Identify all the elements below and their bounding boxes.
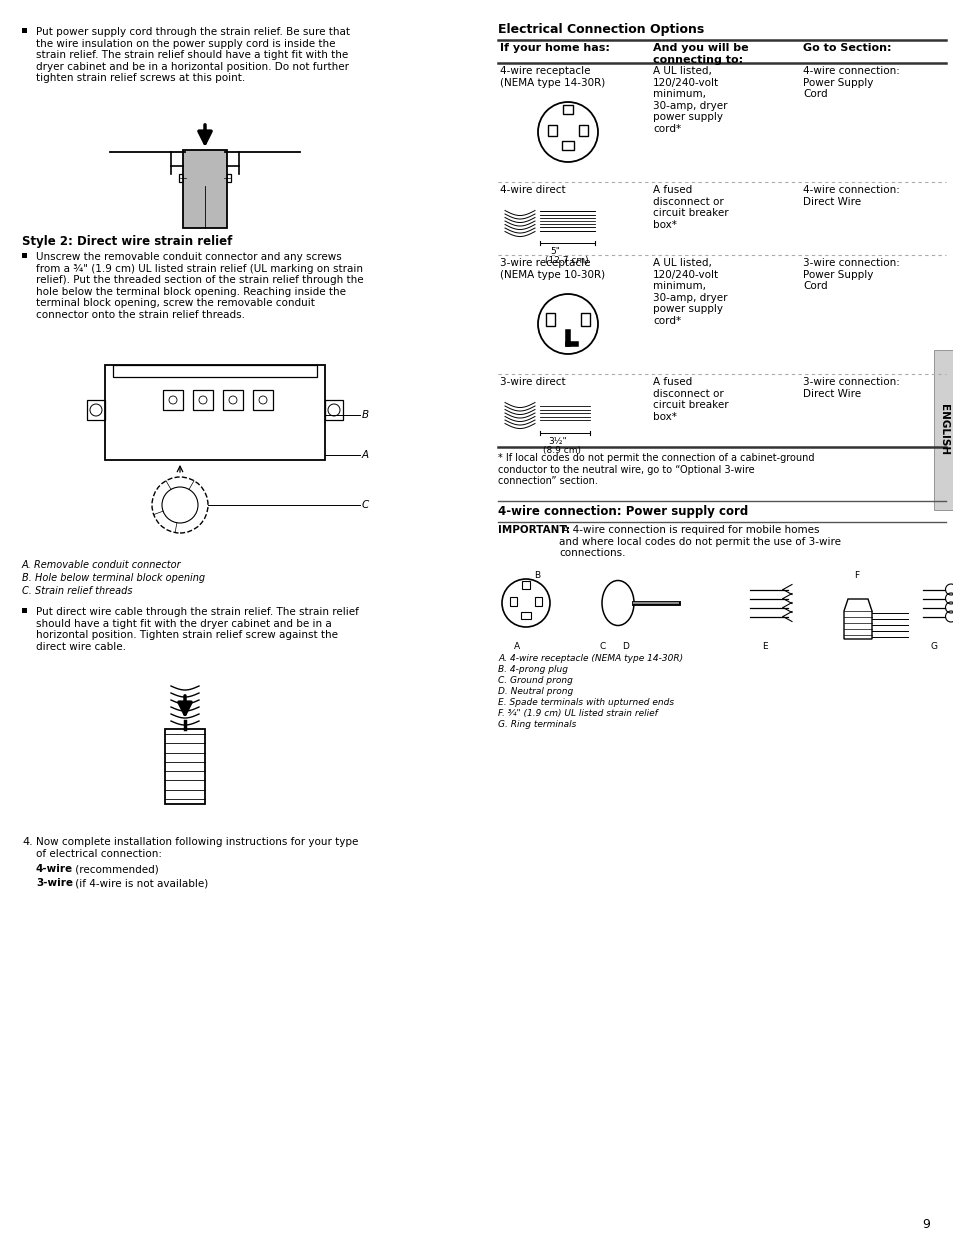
Text: C. Ground prong: C. Ground prong [497, 676, 572, 685]
Bar [22, 28, 27, 33]
Bar [163, 390, 183, 410]
Text: A: A [514, 642, 519, 651]
Text: A fused
disconnect or
circuit breaker
box*: A fused disconnect or circuit breaker bo… [652, 377, 728, 422]
Text: Style 2: Direct wire strain relief: Style 2: Direct wire strain relief [22, 235, 233, 248]
Text: (8.9 cm): (8.9 cm) [542, 446, 580, 454]
Bar [510, 597, 517, 606]
Text: C: C [599, 642, 605, 651]
Text: 5": 5" [550, 247, 559, 256]
Text: A. 4-wire receptacle (NEMA type 14-30R): A. 4-wire receptacle (NEMA type 14-30R) [497, 655, 682, 663]
Bar [545, 312, 555, 326]
Text: Unscrew the removable conduit connector and any screws
from a ¾" (1.9 cm) UL lis: Unscrew the removable conduit connector … [36, 252, 363, 320]
Text: ENGLISH: ENGLISH [938, 404, 948, 456]
Text: 3-wire: 3-wire [36, 878, 73, 888]
Text: 3½": 3½" [547, 437, 566, 446]
Bar [535, 597, 541, 606]
Text: A UL listed,
120/240-volt
minimum,
30-amp, dryer
power supply
cord*: A UL listed, 120/240-volt minimum, 30-am… [652, 65, 727, 135]
Text: 9: 9 [922, 1218, 929, 1231]
Text: Put power supply cord through the strain relief. Be sure that
the wire insulatio: Put power supply cord through the strain… [36, 27, 350, 84]
Text: And you will be
connecting to:: And you will be connecting to: [652, 43, 748, 64]
Text: A UL listed,
120/240-volt
minimum,
30-amp, dryer
power supply
cord*: A UL listed, 120/240-volt minimum, 30-am… [652, 258, 727, 326]
Bar [520, 613, 531, 619]
Text: (if 4-wire is not available): (if 4-wire is not available) [71, 878, 208, 888]
Text: F: F [853, 571, 859, 580]
Text: 4-wire connection: Power supply cord: 4-wire connection: Power supply cord [497, 505, 747, 517]
Bar [578, 125, 587, 136]
Text: E. Spade terminals with upturned ends: E. Spade terminals with upturned ends [497, 698, 674, 706]
Text: B: B [361, 410, 369, 420]
Bar [165, 729, 205, 804]
Text: B. 4-prong plug: B. 4-prong plug [497, 664, 567, 674]
Bar [105, 366, 325, 459]
Text: (12.7 cm): (12.7 cm) [544, 256, 588, 266]
Text: 4-wire connection:
Direct Wire: 4-wire connection: Direct Wire [802, 185, 899, 206]
Bar [561, 141, 574, 149]
Text: 3-wire connection:
Power Supply
Cord: 3-wire connection: Power Supply Cord [802, 258, 899, 291]
Bar [223, 390, 243, 410]
Text: E: E [761, 642, 767, 651]
Bar [521, 580, 530, 589]
Text: 3-wire connection:
Direct Wire: 3-wire connection: Direct Wire [802, 377, 899, 399]
Bar [22, 253, 27, 258]
Text: B. Hole below terminal block opening: B. Hole below terminal block opening [22, 573, 205, 583]
Text: C. Strain relief threads: C. Strain relief threads [22, 585, 132, 597]
Text: 4-wire receptacle
(NEMA type 14-30R): 4-wire receptacle (NEMA type 14-30R) [499, 65, 604, 88]
Text: A. Removable conduit connector: A. Removable conduit connector [22, 559, 181, 571]
Text: B: B [534, 571, 539, 580]
Text: F. ¾" (1.9 cm) UL listed strain relief: F. ¾" (1.9 cm) UL listed strain relief [497, 709, 657, 718]
Text: D. Neutral prong: D. Neutral prong [497, 687, 573, 697]
Bar [183, 149, 227, 228]
Text: Put direct wire cable through the strain relief. The strain relief
should have a: Put direct wire cable through the strain… [36, 606, 358, 652]
Text: Go to Section:: Go to Section: [802, 43, 890, 53]
Bar [562, 105, 573, 114]
Bar [223, 174, 231, 182]
Text: If your home has:: If your home has: [499, 43, 609, 53]
Text: * If local codes do not permit the connection of a cabinet-ground
conductor to t: * If local codes do not permit the conne… [497, 453, 814, 487]
Text: IMPORTANT:: IMPORTANT: [497, 525, 570, 535]
Bar [22, 608, 27, 613]
Text: C: C [361, 500, 369, 510]
Text: 4-wire: 4-wire [36, 864, 73, 874]
Bar [179, 174, 187, 182]
Text: Electrical Connection Options: Electrical Connection Options [497, 23, 703, 36]
Text: A 4-wire connection is required for mobile homes
and where local codes do not pe: A 4-wire connection is required for mobi… [558, 525, 841, 558]
Text: 4-wire connection:
Power Supply
Cord: 4-wire connection: Power Supply Cord [802, 65, 899, 99]
Bar [325, 400, 343, 420]
Text: 3-wire direct: 3-wire direct [499, 377, 565, 387]
Text: 3-wire receptacle
(NEMA type 10-30R): 3-wire receptacle (NEMA type 10-30R) [499, 258, 604, 279]
Text: A fused
disconnect or
circuit breaker
box*: A fused disconnect or circuit breaker bo… [652, 185, 728, 230]
Bar [193, 390, 213, 410]
Bar [253, 390, 273, 410]
Text: 4-wire direct: 4-wire direct [499, 185, 565, 195]
Text: D: D [621, 642, 628, 651]
Text: Now complete installation following instructions for your type
of electrical con: Now complete installation following inst… [36, 837, 358, 858]
Text: (recommended): (recommended) [71, 864, 158, 874]
Text: G: G [930, 642, 937, 651]
Text: 4.: 4. [22, 837, 32, 847]
Text: A: A [361, 450, 369, 459]
Bar [547, 125, 557, 136]
Text: G. Ring terminals: G. Ring terminals [497, 720, 576, 729]
Bar [580, 312, 589, 326]
Bar [112, 366, 316, 377]
Bar [87, 400, 105, 420]
Bar [933, 350, 953, 510]
